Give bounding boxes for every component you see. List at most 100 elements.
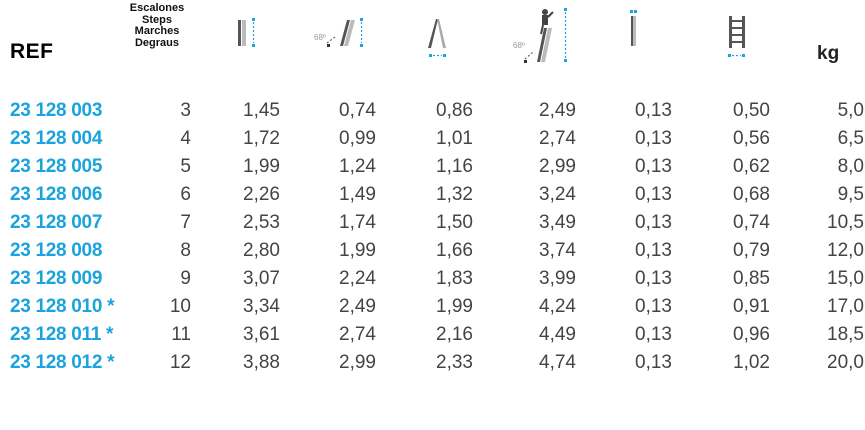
width-cell: 1,02 — [733, 352, 770, 373]
table-row: 23 128 005 5 1,99 1,24 1,16 2,99 0,13 0,62 8,0 — [0, 153, 864, 181]
table-row: 23 128 011 * 11 3,61 2,74 2,16 4,49 0,13 0,96 18… — [0, 321, 864, 349]
closed-height-cell: 1,99 — [243, 156, 280, 177]
weight-cell: 17,0 — [827, 296, 864, 317]
leaning-ladder-reach-icon: 68º — [305, 6, 375, 64]
table-row: 23 128 010 * 10 3,34 2,49 1,99 4,24 0,13 0,91 17… — [0, 293, 864, 321]
steps-cell: 5 — [180, 156, 191, 177]
steps-cell: 9 — [180, 268, 191, 289]
weight-cell: 6,5 — [837, 128, 864, 149]
table-row: 23 128 004 4 1,72 0,99 1,01 2,74 0,13 0,56 6,5 — [0, 125, 864, 153]
base-width-cell: 0,86 — [436, 100, 473, 121]
reach-cell: 1,49 — [339, 184, 376, 205]
ref-cell: 23 128 011 * — [10, 324, 114, 345]
working-height-cell: 4,49 — [539, 324, 576, 345]
reach-cell: 1,74 — [339, 212, 376, 233]
depth-cell: 0,13 — [635, 268, 672, 289]
steps-label-fr: Marches — [134, 25, 180, 37]
steps-cell: 7 — [180, 212, 191, 233]
base-width-cell: 1,01 — [436, 128, 473, 149]
reach-cell: 0,74 — [339, 100, 376, 121]
table-row: 23 128 003 3 1,45 0,74 0,86 2,49 0,13 0,50 5,0 — [0, 97, 864, 125]
table-row: 23 128 008 8 2,80 1,99 1,66 3,74 0,13 0,79 12,0 — [0, 237, 864, 265]
weight-column-title: kg — [817, 43, 840, 64]
weight-cell: 20,0 — [827, 352, 864, 373]
reach-cell: 2,24 — [339, 268, 376, 289]
weight-cell: 5,0 — [837, 100, 864, 121]
width-cell: 0,79 — [733, 240, 770, 261]
reach-cell: 2,49 — [339, 296, 376, 317]
base-width-cell: 2,16 — [436, 324, 473, 345]
steps-cell: 6 — [180, 184, 191, 205]
width-cell: 0,50 — [733, 100, 770, 121]
ref-cell: 23 128 009 — [10, 268, 103, 289]
steps-label-pt: Degraus — [134, 36, 180, 49]
weight-cell: 18,5 — [827, 324, 864, 345]
ref-cell: 23 128 004 — [10, 128, 103, 149]
ref-cell: 23 128 006 — [10, 184, 103, 205]
closed-ladder-height-icon — [213, 6, 283, 64]
ladder-depth-icon — [600, 6, 670, 64]
working-height-cell: 2,49 — [539, 100, 576, 121]
width-cell: 0,74 — [733, 212, 770, 233]
weight-cell: 12,0 — [827, 240, 864, 261]
closed-height-cell: 3,34 — [243, 296, 280, 317]
reach-cell: 1,24 — [339, 156, 376, 177]
person-working-height-icon: 68º — [505, 6, 575, 64]
steps-cell: 10 — [169, 296, 191, 317]
ref-column-title: REF — [10, 40, 54, 63]
specs-table: 23 128 003 3 1,45 0,74 0,86 2,49 0,13 0,50 5,0 23… — [0, 97, 864, 377]
depth-cell: 0,13 — [635, 128, 672, 149]
ref-cell: 23 128 012 * — [10, 352, 115, 373]
base-width-cell: 2,33 — [436, 352, 473, 373]
working-height-cell: 3,24 — [539, 184, 576, 205]
working-height-cell: 4,74 — [539, 352, 576, 373]
depth-cell: 0,13 — [635, 240, 672, 261]
steps-cell: 12 — [169, 352, 191, 373]
steps-cell: 3 — [180, 100, 191, 121]
ref-cell: 23 128 008 — [10, 240, 103, 261]
closed-height-cell: 2,80 — [243, 240, 280, 261]
reach-cell: 1,99 — [339, 240, 376, 261]
base-width-cell: 1,16 — [436, 156, 473, 177]
weight-cell: 8,0 — [837, 156, 864, 177]
table-row: 23 128 012 * 12 3,88 2,99 2,33 4,74 0,13 1,02 20… — [0, 349, 864, 377]
closed-height-cell: 2,26 — [243, 184, 280, 205]
depth-cell: 0,13 — [635, 324, 672, 345]
reach-cell: 2,99 — [339, 352, 376, 373]
steps-cell: 11 — [171, 324, 191, 345]
steps-column-title: Escalones Steps Marches Degraus — [121, 2, 193, 49]
svg-text:68º: 68º — [314, 33, 326, 42]
working-height-cell: 3,74 — [539, 240, 576, 261]
depth-cell: 0,13 — [635, 296, 672, 317]
width-cell: 0,91 — [733, 296, 770, 317]
depth-cell: 0,13 — [635, 100, 672, 121]
table-row: 23 128 007 7 2,53 1,74 1,50 3,49 0,13 0,74 10,5 — [0, 209, 864, 237]
working-height-cell: 2,74 — [539, 128, 576, 149]
table-row: 23 128 009 9 3,07 2,24 1,83 3,99 0,13 0,85 15,0 — [0, 265, 864, 293]
ref-cell: 23 128 010 * — [10, 296, 115, 317]
depth-cell: 0,13 — [635, 156, 672, 177]
closed-height-cell: 3,07 — [243, 268, 280, 289]
closed-height-cell: 1,45 — [243, 100, 280, 121]
base-width-cell: 1,99 — [436, 296, 473, 317]
base-width-cell: 1,32 — [436, 184, 473, 205]
closed-height-cell: 2,53 — [243, 212, 280, 233]
working-height-cell: 2,99 — [539, 156, 576, 177]
width-cell: 0,62 — [733, 156, 770, 177]
ref-cell: 23 128 003 — [10, 100, 103, 121]
steps-label-es: Escalones — [129, 2, 185, 14]
ladder-width-icon — [702, 6, 772, 64]
weight-cell: 9,5 — [837, 184, 864, 205]
depth-cell: 0,13 — [635, 352, 672, 373]
base-width-cell: 1,66 — [436, 240, 473, 261]
table-header: REF Escalones Steps Marches Degraus 68º — [0, 0, 865, 70]
working-height-cell: 3,99 — [539, 268, 576, 289]
weight-cell: 15,0 — [827, 268, 864, 289]
width-cell: 0,68 — [733, 184, 770, 205]
svg-text:68º: 68º — [513, 41, 525, 50]
ref-cell: 23 128 005 — [10, 156, 103, 177]
closed-height-cell: 1,72 — [243, 128, 280, 149]
steps-label-en: Steps — [142, 13, 172, 26]
width-cell: 0,56 — [733, 128, 770, 149]
steps-cell: 4 — [180, 128, 191, 149]
